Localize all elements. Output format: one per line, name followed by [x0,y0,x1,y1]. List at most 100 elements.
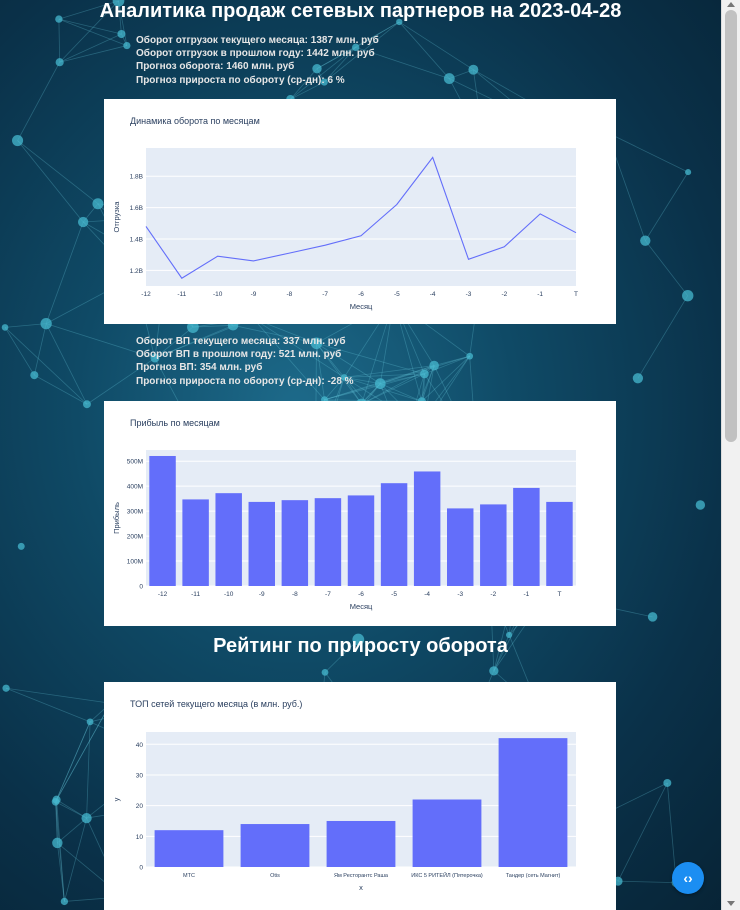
network-node [685,169,692,176]
network-link [192,324,234,328]
network-node [40,317,52,330]
stat-last-year-turnover: Оборот отгрузок в прошлом году: 1442 млн… [136,48,375,60]
network-link [154,324,234,359]
network-node [396,18,403,26]
network-link [421,373,425,402]
x-tick-label: -1 [523,591,529,598]
network-link [355,46,450,79]
network-node [77,216,89,228]
x-tick-label: -5 [391,591,397,598]
network-link [56,842,65,902]
scroll-up-icon[interactable] [727,2,735,7]
bar [347,495,375,586]
network-link [17,140,99,205]
x-tick-label: T [557,591,561,598]
network-node [647,612,658,622]
network-link [324,21,400,83]
network-link [118,0,128,46]
y-tick-label: 1.6B [130,205,143,212]
network-link [56,721,91,800]
network-link [324,639,359,673]
network-link [55,801,87,819]
network-node [695,500,706,510]
network-link [57,817,87,844]
network-link [34,374,88,405]
network-link [434,355,470,366]
network-link [398,21,450,79]
network-node [640,235,651,246]
x-tick-label: -2 [490,591,496,598]
chart-title: Прибыль по месяцам [130,418,220,428]
network-link [316,47,356,70]
network-link [17,62,61,141]
x-tick-label: ИКС 5 РИТЕЙЛ (Пятерочка) [411,871,483,879]
network-node [419,369,429,379]
network-link [45,323,88,405]
network-node [468,64,479,75]
network-link [344,365,435,378]
network-link [58,19,61,63]
scroll-thumb[interactable] [725,10,737,442]
bar [480,504,507,586]
page-scrollbar[interactable] [721,0,740,910]
scroll-down-icon[interactable] [727,901,735,906]
network-node [30,371,39,380]
network-link [59,0,119,63]
network-node [312,63,322,74]
profit-chart-card: Прибыль по месяцам 0 100M 200M 300M 400M 500M -… [104,401,616,626]
network-link [55,801,65,902]
x-tick-label: МТС [183,873,195,879]
code-toggle-button[interactable]: ‹› [672,862,704,894]
network-link [637,295,689,379]
plot-area [146,148,576,286]
x-tick-label: -6 [358,291,364,298]
bar [215,493,242,586]
network-link [316,342,381,384]
network-link [399,21,474,71]
x-tick-label: -12 [141,291,151,298]
x-axis-label: Месяц [350,602,373,611]
y-tick-label: 1.2B [130,268,143,275]
network-link [324,377,345,401]
network-link [618,880,677,883]
y-tick-label: 0 [139,865,143,872]
network-link [644,171,689,241]
network-node [187,321,199,333]
x-tick-label: -9 [251,291,257,298]
network-node [352,633,365,646]
network-link [606,132,689,173]
network-link [290,81,325,100]
network-link [17,140,84,223]
x-tick-label: -4 [424,591,430,598]
network-node [682,290,694,302]
bar [513,487,540,586]
network-node [2,684,10,692]
network-link [6,687,111,704]
network-link [424,355,470,375]
network-node [443,73,455,84]
network-node [632,373,644,384]
network-link [59,33,122,63]
turnover-line-chart: Динамика оборота по месяцам 1.2B 1.4B 1.6B 1… [112,116,578,311]
network-node [1,324,9,331]
network-link [86,721,91,819]
network-link [316,342,425,375]
network-link [380,373,425,385]
network-link [344,376,381,385]
network-link [316,343,362,405]
network-node [52,837,63,849]
y-tick-label: 1.4B [130,236,143,243]
stat-turnover-growth-forecast: Прогноз прироста по обороту (ср-дн): 6 % [136,74,345,86]
y-tick-label: 200M [127,534,143,541]
x-tick-label: -5 [394,291,400,298]
profit-bar-chart: Прибыль по месяцам 0 100M 200M 300M 400M 500M -… [112,418,576,611]
network-node [506,631,513,639]
network-link [154,326,194,359]
network-link [252,318,325,401]
network-link [617,782,668,882]
code-brackets-icon: ‹› [683,870,693,886]
network-link [56,799,58,843]
network-link [5,323,47,328]
network-node [374,378,386,389]
x-tick-label: -1 [537,291,543,298]
